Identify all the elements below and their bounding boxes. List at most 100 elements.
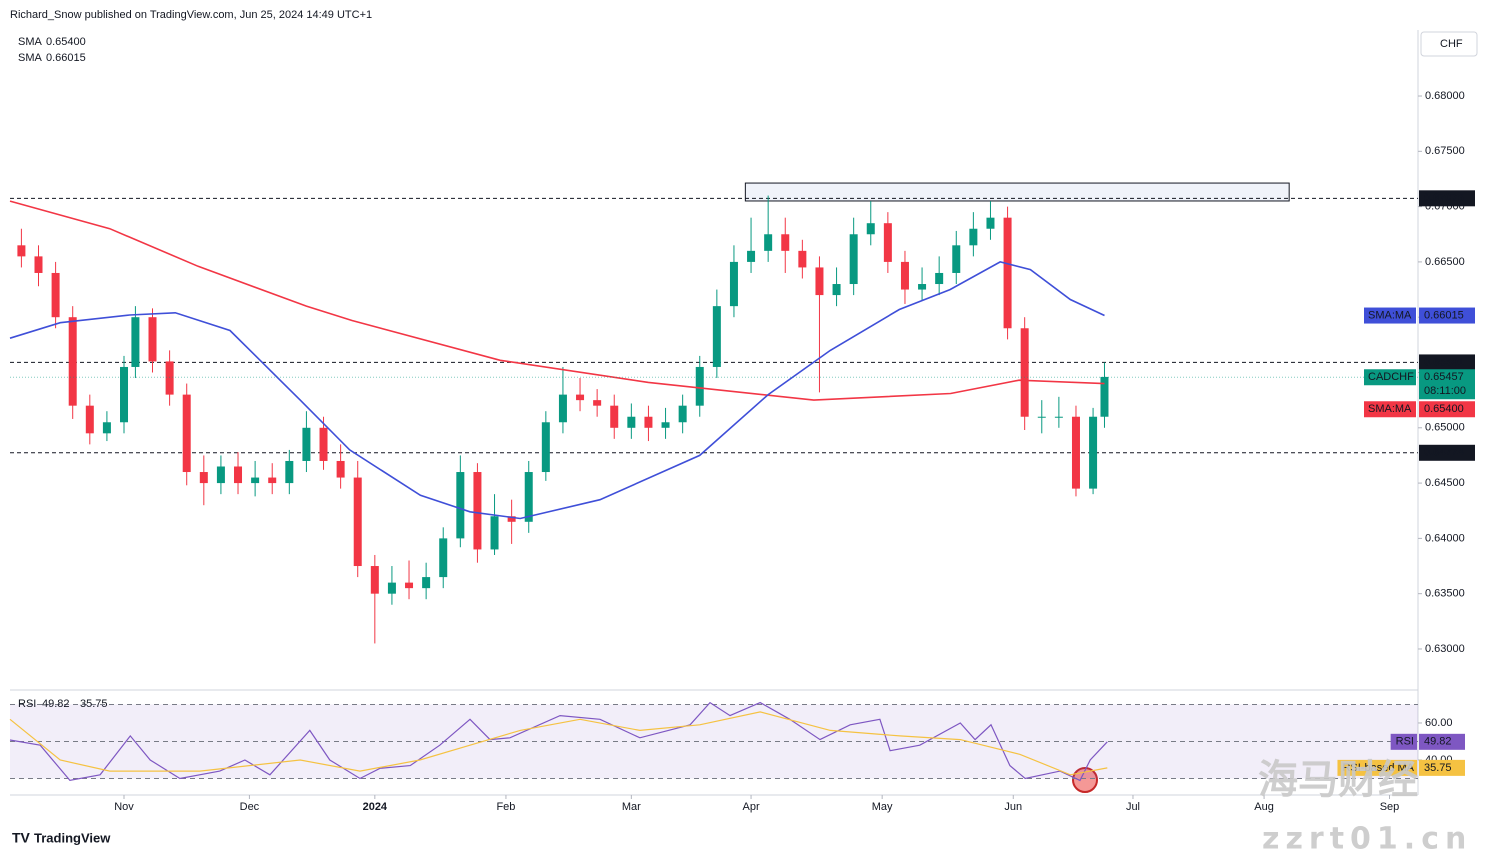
sma-tag: 0.66015 bbox=[1424, 309, 1464, 321]
x-tick-label: 2024 bbox=[363, 801, 388, 813]
candle-body bbox=[473, 472, 482, 550]
y-tick-label: 0.66500 bbox=[1425, 256, 1465, 268]
legend-name: SMA bbox=[18, 52, 43, 64]
rsi-tag-box bbox=[1419, 759, 1465, 776]
rsi-legend-value: 49.82 bbox=[42, 698, 70, 710]
candle-body bbox=[490, 516, 499, 550]
candle-body bbox=[507, 516, 516, 522]
sma-tag-box bbox=[1419, 307, 1475, 324]
candle-body bbox=[102, 422, 111, 434]
candle-body bbox=[302, 427, 311, 461]
currency-box[interactable] bbox=[1420, 31, 1478, 57]
sma-tag-name: SMA:MA bbox=[1368, 403, 1412, 415]
candle-body bbox=[370, 566, 379, 594]
rsi-tag: 35.75 bbox=[1424, 762, 1452, 774]
candle-body bbox=[798, 250, 807, 268]
y-tick-label: 0.64000 bbox=[1425, 532, 1465, 544]
candle-body bbox=[627, 416, 636, 428]
candle-body bbox=[815, 267, 824, 296]
x-tick-label: Sep bbox=[1380, 801, 1400, 813]
level-tag-box bbox=[1419, 190, 1475, 207]
x-tick-label: Mar bbox=[622, 801, 641, 813]
candle-body bbox=[935, 272, 944, 285]
candle-body bbox=[353, 477, 362, 567]
legend-name: SMA bbox=[18, 36, 43, 48]
x-tick-label: Feb bbox=[496, 801, 515, 813]
level-tag-box bbox=[1419, 444, 1475, 461]
sma-tag-name-box bbox=[1364, 401, 1416, 418]
candle-body bbox=[199, 472, 208, 484]
rsi-tag-name: RSI bbox=[1396, 736, 1414, 748]
countdown: 08:11:00 bbox=[1424, 385, 1466, 397]
candle-body bbox=[1089, 416, 1098, 489]
sma-tag: 0.65400 bbox=[1424, 403, 1464, 415]
candle-body bbox=[439, 538, 448, 578]
candle-body bbox=[268, 477, 277, 484]
watermark-url: zzrt01.cn bbox=[1262, 822, 1472, 857]
candle-body bbox=[832, 284, 841, 296]
candle-body bbox=[387, 582, 396, 594]
y-tick-label: 0.68000 bbox=[1425, 90, 1465, 102]
candle-body bbox=[900, 261, 909, 290]
y-tick-label: 0.64500 bbox=[1425, 477, 1465, 489]
rsi-tag-name: RSI-based MA bbox=[1342, 762, 1414, 774]
candle-body bbox=[1020, 328, 1029, 417]
candle-body bbox=[747, 250, 756, 262]
brand-logo: TV bbox=[12, 830, 31, 846]
rsi-line bbox=[9, 711, 1108, 776]
symbol-tag-box bbox=[1364, 369, 1416, 386]
candle-body bbox=[729, 261, 738, 307]
candle-body bbox=[17, 245, 26, 257]
candle-body bbox=[336, 460, 345, 478]
y-tick-label: 0.67500 bbox=[1425, 145, 1465, 157]
candle-body bbox=[422, 577, 431, 589]
candle-body bbox=[68, 317, 77, 406]
rsi-tag-box bbox=[1419, 733, 1465, 750]
symbol-tag: CADCHF bbox=[1368, 371, 1414, 383]
candle-body bbox=[918, 284, 927, 290]
x-tick-label: Jun bbox=[1004, 801, 1022, 813]
candle-body bbox=[1037, 416, 1046, 418]
candle-body bbox=[883, 223, 892, 262]
candle-body bbox=[1100, 376, 1109, 417]
legend-value: 0.66015 bbox=[46, 52, 86, 64]
candle-body bbox=[120, 366, 129, 423]
candle-body bbox=[952, 245, 961, 273]
candle-body bbox=[593, 400, 602, 406]
candle-body bbox=[1054, 416, 1063, 418]
sma-tag-box bbox=[1419, 401, 1475, 418]
publisher-line: Richard_Snow published on TradingView.co… bbox=[10, 9, 372, 21]
sma-line bbox=[9, 200, 1105, 401]
x-tick-label: Aug bbox=[1254, 801, 1274, 813]
candle-body bbox=[678, 405, 687, 423]
candle-body bbox=[781, 234, 790, 251]
candle-body bbox=[1003, 217, 1012, 329]
level-tag-box bbox=[1419, 354, 1475, 371]
candle-body bbox=[456, 472, 465, 539]
price-tag: 0.65457 bbox=[1424, 371, 1464, 383]
price-tag-box bbox=[1419, 369, 1475, 400]
watermark-title: 海马财经 bbox=[1258, 757, 1418, 803]
sma-line bbox=[9, 261, 1105, 520]
x-tick-label: Dec bbox=[240, 801, 260, 813]
sma-tag-name: SMA:MA bbox=[1368, 309, 1412, 321]
level-tag: 0.65591 bbox=[1424, 356, 1464, 368]
currency[interactable]: CHF bbox=[1440, 38, 1463, 50]
candle-body bbox=[541, 422, 550, 473]
candle-body bbox=[285, 460, 294, 484]
candle-body bbox=[234, 466, 243, 484]
candle-body bbox=[712, 306, 721, 367]
sma-tag-name-box bbox=[1364, 307, 1416, 324]
candle-body bbox=[405, 582, 414, 589]
x-tick-label: May bbox=[872, 801, 893, 813]
candle-body bbox=[969, 228, 978, 246]
rsi-line bbox=[9, 701, 1108, 782]
candle-body bbox=[148, 317, 157, 362]
candle-body bbox=[34, 256, 43, 273]
candle-body bbox=[165, 361, 174, 395]
resistance-zone bbox=[744, 182, 1290, 202]
candle-body bbox=[849, 234, 858, 285]
candle-body bbox=[524, 472, 533, 522]
rsi-legend-value: 35.75 bbox=[80, 698, 108, 710]
